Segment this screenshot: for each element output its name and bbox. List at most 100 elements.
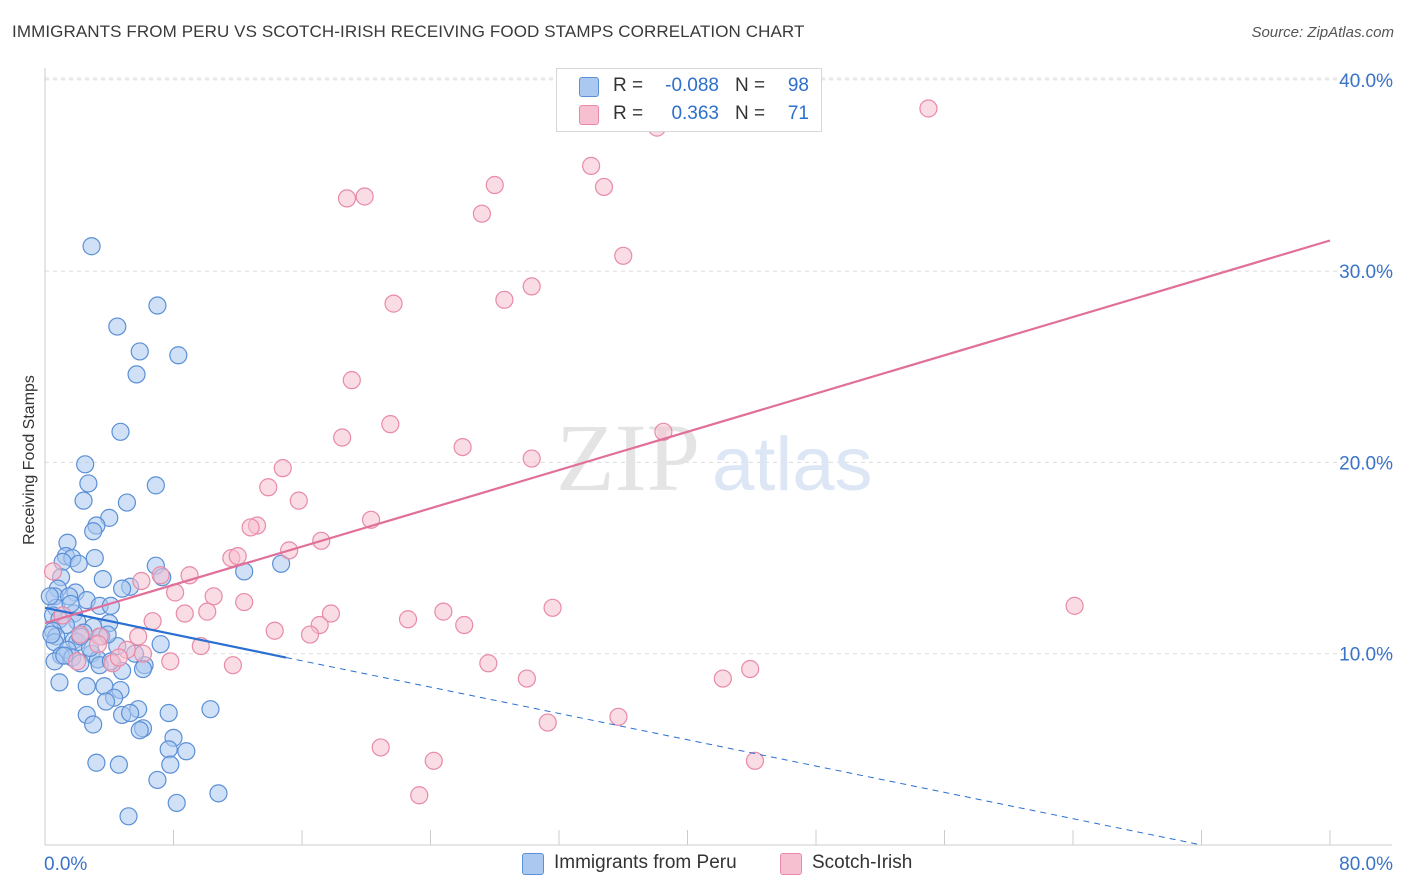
scotch-irish-point [273, 459, 292, 478]
pink-swatch [579, 105, 599, 125]
peru-trend-line [44, 606, 287, 659]
scotch-irish-point [424, 751, 443, 770]
legend-label: Immigrants from Peru [554, 852, 737, 873]
peru-point [130, 342, 149, 361]
scotch-irish-point [522, 449, 541, 468]
n-value: 98 [787, 75, 809, 96]
peru-point [130, 721, 149, 740]
scotch-irish-point [151, 566, 170, 585]
scotch-irish-point [485, 175, 504, 195]
peru-point [40, 587, 59, 606]
scotch-irish-point [129, 627, 148, 646]
scotch-irish-point [175, 604, 194, 623]
peru-point [82, 237, 101, 256]
scotch-irish-trend-line [44, 239, 1331, 625]
peru-point [209, 784, 228, 803]
scotch-irish-point [455, 615, 474, 635]
peru-point [109, 755, 128, 774]
n-label: N = [735, 75, 766, 96]
scotch-irish-point [71, 625, 90, 644]
scotch-irish-point [241, 518, 260, 537]
x-tick-label: 80.0% [1339, 854, 1393, 875]
y-tick-label: 40.0% [1339, 71, 1393, 92]
scotch-irish-point [143, 612, 162, 631]
scotch-irish-point [594, 177, 614, 197]
scotch-irish-point [745, 751, 765, 770]
scotch-irish-point [109, 648, 128, 667]
scotch-irish-point [161, 652, 180, 671]
stats-legend-row-scotch-irish: R = 0.363 N = 71 [557, 100, 821, 128]
r-value: 0.363 [671, 103, 719, 124]
scotch-irish-point [355, 187, 374, 206]
peru-point [42, 625, 61, 644]
scotch-irish-point [410, 786, 429, 805]
scotch-irish-point [472, 204, 491, 223]
legend-label: Scotch-Irish [812, 852, 913, 873]
peru-point [148, 770, 167, 790]
peru-point [151, 635, 170, 654]
scotch-irish-point [88, 635, 108, 654]
scotch-irish-point [321, 604, 341, 623]
scotch-irish-point [198, 602, 217, 621]
peru-point [272, 554, 291, 573]
scotch-irish-point [204, 587, 223, 606]
watermark-zip: ZIP [556, 404, 700, 511]
scotch-irish-point [543, 598, 562, 617]
scotch-irish-point [654, 422, 673, 441]
scotch-irish-point [517, 669, 536, 688]
scotch-irish-point [453, 437, 472, 457]
peru-point [117, 493, 137, 512]
r-label: R = [613, 75, 644, 96]
peru-point [85, 548, 104, 568]
scotch-irish-point [68, 652, 87, 671]
peru-point [111, 422, 130, 441]
peru-point [133, 659, 153, 679]
stats-legend: R = -0.088 N = 98 R = 0.363 N = 71 [556, 68, 822, 132]
scotch-irish-point [133, 644, 153, 663]
scotch-irish-point [614, 246, 633, 265]
peru-point [159, 703, 178, 723]
peru-point [201, 700, 220, 719]
scotch-irish-point [337, 189, 357, 208]
blue-swatch [579, 77, 599, 97]
r-value: -0.088 [665, 75, 719, 96]
y-tick-label: 30.0% [1339, 262, 1393, 283]
scotch-irish-point [132, 571, 151, 591]
peru-point [84, 522, 103, 541]
peru-point [77, 677, 96, 696]
peru-point [74, 491, 93, 510]
scotch-irish-point [223, 656, 243, 675]
peru-trend-line-extension [285, 657, 1202, 846]
peru-point [119, 807, 138, 826]
scotch-irish-point [713, 669, 732, 688]
scotch-irish-point [342, 371, 361, 390]
scotch-irish-point [289, 491, 308, 510]
scotch-irish-point [235, 592, 254, 612]
blue-swatch [522, 853, 544, 875]
scotch-irish-point [381, 415, 400, 434]
scotch-irish-point [228, 547, 247, 566]
peru-point [161, 755, 180, 774]
n-label: N = [735, 103, 766, 124]
scotch-irish-point [43, 562, 63, 581]
peru-point [112, 579, 132, 598]
scotch-irish-point [538, 713, 557, 732]
scotch-irish-point [300, 625, 320, 644]
peru-point [84, 715, 103, 734]
peru-point [93, 569, 112, 589]
scotch-irish-point [1065, 596, 1084, 615]
peru-point [108, 317, 127, 336]
peru-point [69, 554, 88, 573]
scotch-irish-point [333, 428, 352, 447]
peru-point [76, 455, 95, 474]
n-value: 71 [787, 103, 809, 124]
source-credit: Source: ZipAtlas.com [1251, 24, 1394, 41]
scotch-irish-point [582, 156, 601, 175]
peru-point [167, 793, 186, 813]
peru-point [169, 346, 188, 365]
scotch-irish-point [609, 707, 628, 726]
peru-point [148, 296, 167, 315]
y-tick-label: 10.0% [1339, 645, 1393, 666]
y-tick-label: 20.0% [1339, 453, 1393, 474]
